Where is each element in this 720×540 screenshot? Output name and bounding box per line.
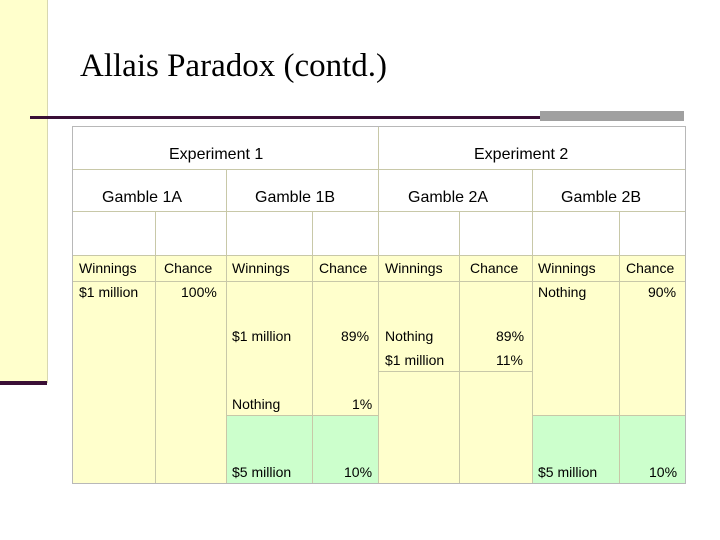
col-header-chance: Chance	[626, 260, 675, 276]
title-rule-accent	[540, 111, 684, 121]
g1b-winnings-3: $5 million	[232, 464, 292, 480]
col-header-winnings: Winnings	[79, 260, 137, 276]
g2b-green-region	[532, 415, 685, 483]
gamble-2a-header: Gamble 2A	[408, 189, 489, 206]
left-decor-bar	[0, 0, 48, 383]
grid-line	[378, 371, 532, 372]
g2a-winnings-2: $1 million	[385, 352, 445, 368]
g1b-winnings-2: Nothing	[232, 396, 281, 412]
col-header-winnings: Winnings	[385, 260, 443, 276]
grid-line	[532, 169, 533, 483]
allais-table: Experiment 1 Experiment 2 Gamble 1A Gamb…	[72, 126, 686, 484]
table-header-area	[73, 127, 685, 255]
experiment-1-header: Experiment 1	[169, 146, 264, 163]
gamble-1b-header: Gamble 1B	[255, 189, 336, 206]
g2b-chance-2: 10%	[649, 464, 678, 480]
grid-line	[73, 255, 685, 256]
grid-line	[226, 169, 227, 483]
g1b-chance-2: 1%	[352, 396, 373, 412]
title-rule	[30, 116, 540, 119]
g1b-green-region	[226, 415, 378, 483]
grid-line	[378, 127, 379, 483]
col-header-chance: Chance	[319, 260, 368, 276]
grid-line	[73, 211, 685, 212]
g2a-body-lower	[378, 371, 532, 483]
grid-line	[312, 211, 313, 483]
grid-line	[619, 211, 620, 483]
grid-line	[532, 415, 685, 416]
left-decor-line	[0, 381, 47, 385]
grid-line	[459, 211, 460, 483]
col-header-chance: Chance	[164, 260, 213, 276]
g2b-winnings-1: Nothing	[538, 284, 587, 300]
col-header-winnings: Winnings	[538, 260, 596, 276]
col-header-winnings: Winnings	[232, 260, 290, 276]
grid-line	[226, 415, 378, 416]
g1a-chance: 100%	[181, 284, 217, 300]
grid-line	[73, 281, 685, 282]
experiment-2-header: Experiment 2	[474, 146, 569, 163]
grid-line	[155, 211, 156, 483]
slide-title: Allais Paradox (contd.)	[80, 48, 388, 84]
g2a-chance-2: 11%	[496, 352, 523, 368]
g2b-chance-1: 90%	[648, 284, 677, 300]
g1a-winnings: $1 million	[79, 284, 139, 300]
g2b-winnings-2: $5 million	[538, 464, 598, 480]
gamble-1a-header: Gamble 1A	[102, 189, 183, 206]
g1a-body-lower	[73, 415, 226, 483]
g2a-chance-1: 89%	[496, 328, 525, 344]
grid-line	[73, 169, 685, 170]
g1b-chance-1: 89%	[341, 328, 370, 344]
col-header-chance: Chance	[470, 260, 519, 276]
g1b-chance-3: 10%	[344, 464, 373, 480]
g2a-winnings-1: Nothing	[385, 328, 434, 344]
gamble-2b-header: Gamble 2B	[561, 189, 642, 206]
g1b-winnings-1: $1 million	[232, 328, 292, 344]
